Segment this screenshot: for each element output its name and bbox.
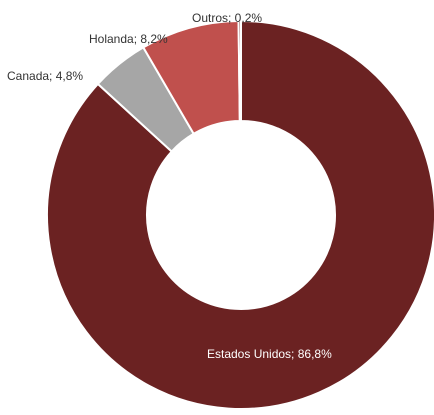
slice-outros: [239, 21, 241, 121]
data-label-estados-unidos: Estados Unidos; 86,8%: [207, 347, 332, 361]
data-label-canada: Canada; 4,8%: [7, 69, 83, 83]
data-label-outros: Outros; 0,2%: [192, 11, 262, 25]
data-label-holanda: Holanda; 8,2%: [89, 32, 168, 46]
